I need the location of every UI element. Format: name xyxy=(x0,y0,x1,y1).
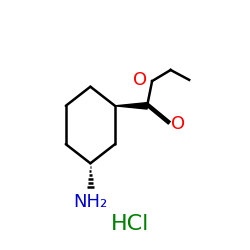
Polygon shape xyxy=(115,103,147,109)
Text: O: O xyxy=(132,71,147,89)
Text: NH₂: NH₂ xyxy=(73,193,108,211)
Text: O: O xyxy=(171,116,185,134)
Text: HCl: HCl xyxy=(111,214,149,234)
